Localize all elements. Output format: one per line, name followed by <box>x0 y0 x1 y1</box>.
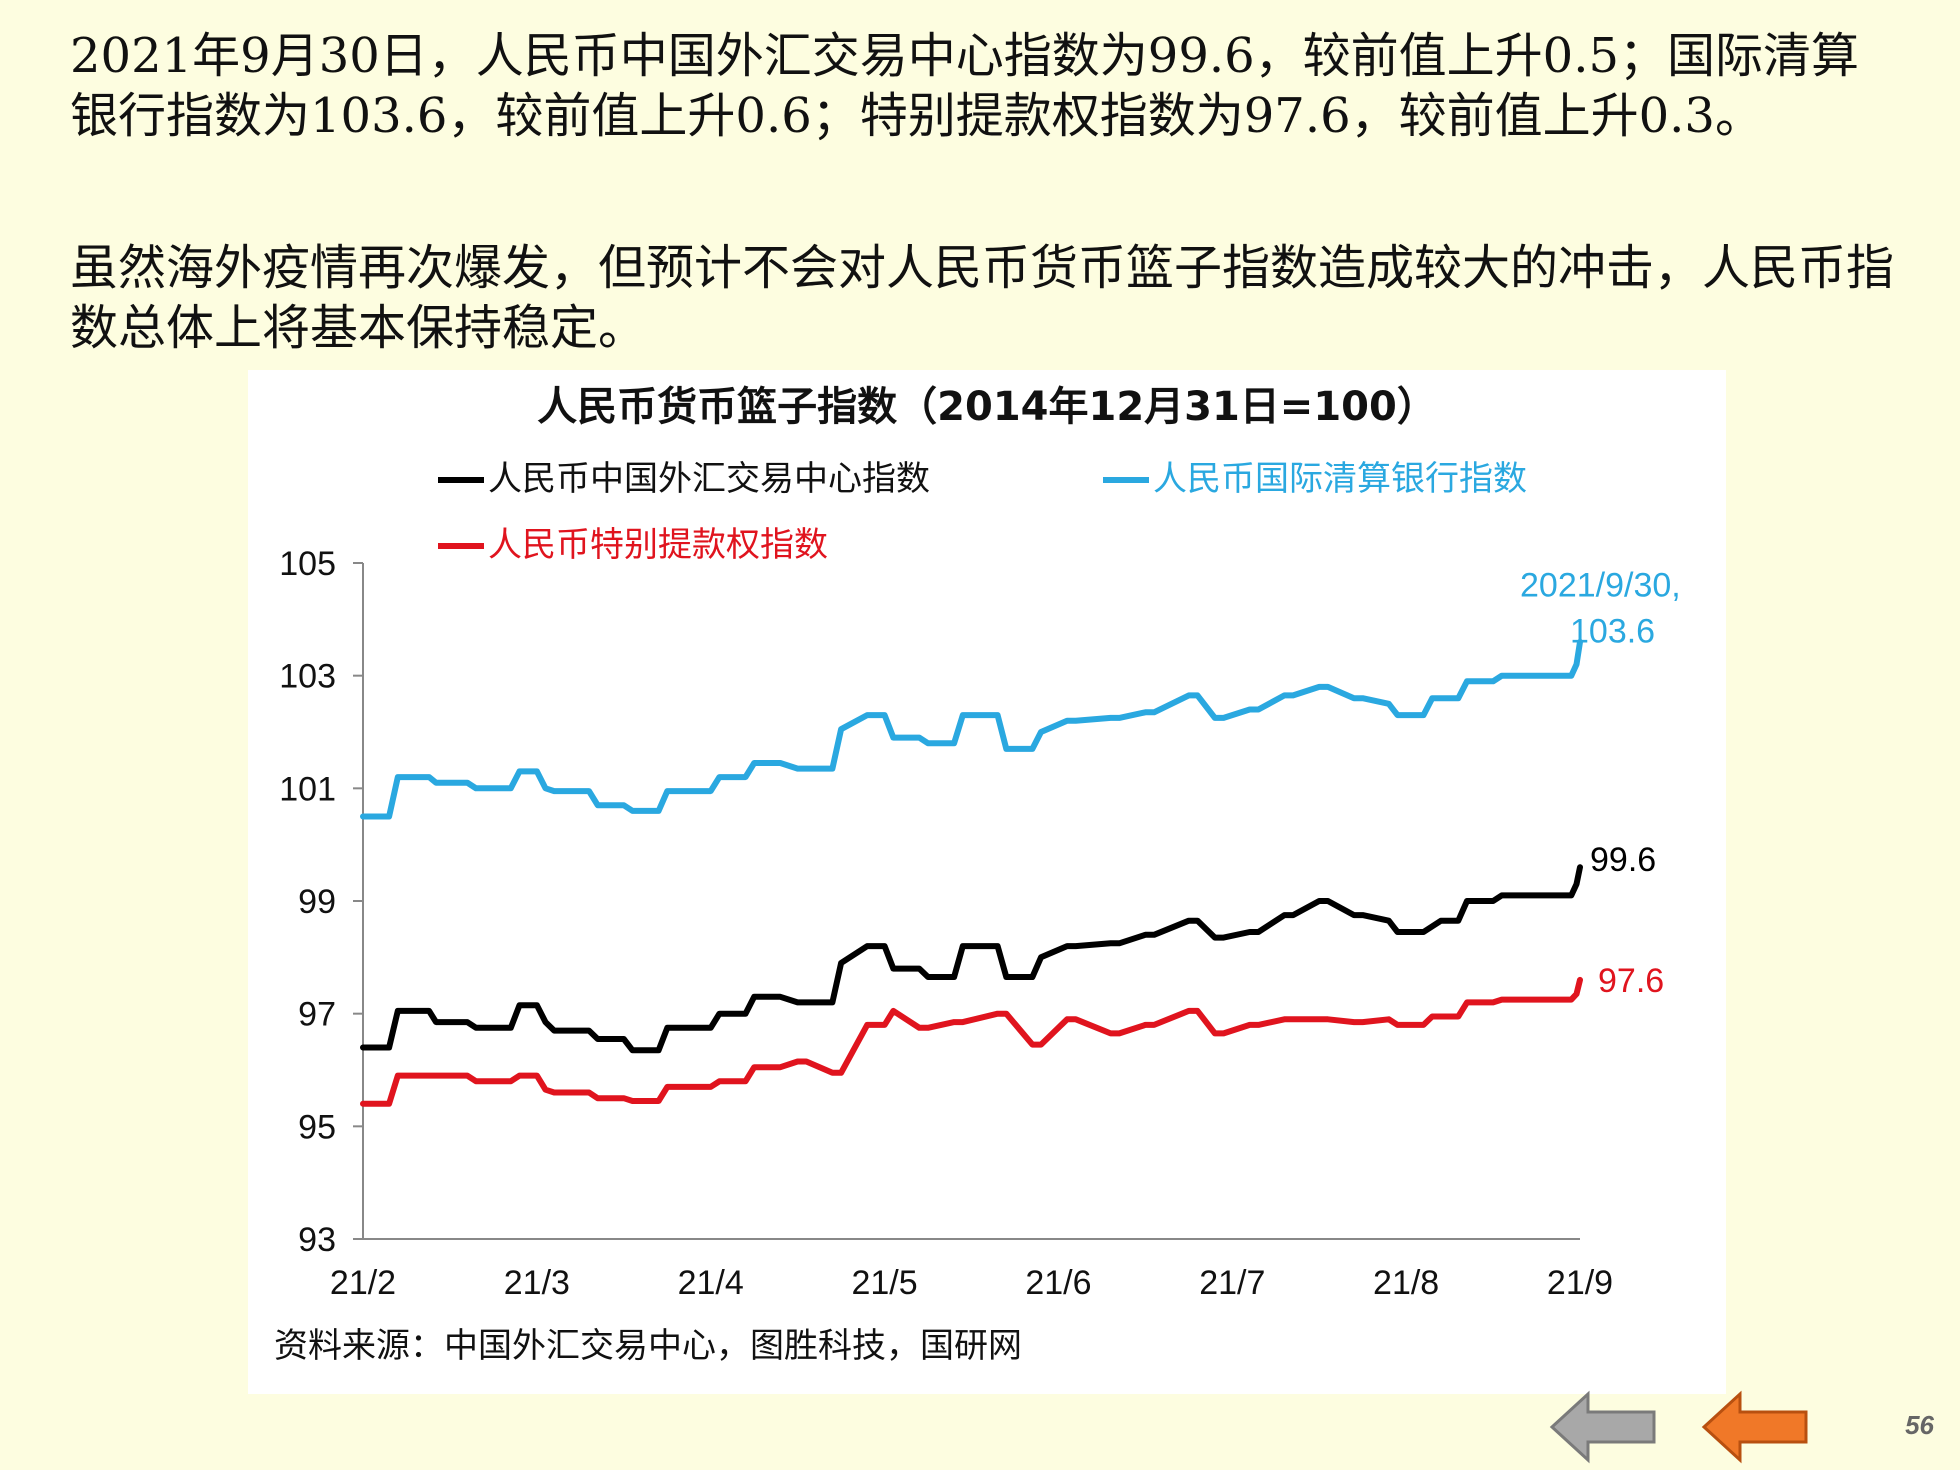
y-tick-label: 93 <box>298 1221 336 1259</box>
series-line <box>360 638 1583 820</box>
x-tick-label: 21/9 <box>1547 1264 1613 1302</box>
legend-label: 人民币国际清算银行指数 <box>1153 459 1527 499</box>
y-tick-label: 101 <box>279 770 336 808</box>
left-arrow-icon <box>1701 1390 1808 1464</box>
chart-title: 人民币货币篮子指数（2014年12月31日=100） <box>537 384 1437 430</box>
summary-paragraph: 2021年9月30日，人民币中国外汇交易中心指数为99.6，较前值上升0.5；国… <box>70 28 1859 144</box>
page-number: 56 <box>1905 1410 1934 1440</box>
end-label: 99.6 <box>1590 841 1656 879</box>
y-tick-label: 97 <box>298 996 336 1034</box>
outlook-paragraph: 虽然海外疫情再次爆发，但预计不会对人民币货币篮子指数造成较大的冲击，人民币指数总… <box>70 240 1895 356</box>
y-tick-label: 99 <box>298 883 336 921</box>
x-tick-label: 21/4 <box>678 1264 744 1302</box>
y-tick-label: 95 <box>298 1108 336 1146</box>
line-chart: 人民币货币篮子指数（2014年12月31日=100）人民币中国外汇交易中心指数人… <box>279 384 1681 1302</box>
nav-back-button[interactable] <box>1548 1390 1658 1464</box>
x-tick-label: 21/7 <box>1199 1264 1265 1302</box>
x-tick-label: 21/3 <box>504 1264 570 1302</box>
series-line <box>360 976 1583 1107</box>
x-tick-label: 21/8 <box>1373 1264 1439 1302</box>
legend-label: 人民币中国外汇交易中心指数 <box>488 459 930 499</box>
nav-prev-button[interactable] <box>1700 1390 1810 1464</box>
end-label: 2021/9/30, <box>1520 566 1681 604</box>
end-label: 103.6 <box>1570 612 1655 650</box>
x-tick-label: 21/5 <box>851 1264 917 1302</box>
x-tick-label: 21/2 <box>330 1264 396 1302</box>
source-note: 资料来源：中国外汇交易中心，图胜科技，国研网 <box>274 1326 1022 1366</box>
x-tick-label: 21/6 <box>1025 1264 1091 1302</box>
chart-panel: 人民币货币篮子指数（2014年12月31日=100） 人民币中国外汇交易中心指数人… <box>248 370 1726 1394</box>
series-line <box>360 864 1583 1054</box>
left-arrow-icon <box>1549 1390 1656 1464</box>
end-label: 97.6 <box>1598 962 1664 1000</box>
y-tick-label: 103 <box>279 658 336 696</box>
y-tick-label: 105 <box>279 545 336 583</box>
legend-label: 人民币特别提款权指数 <box>488 525 828 565</box>
